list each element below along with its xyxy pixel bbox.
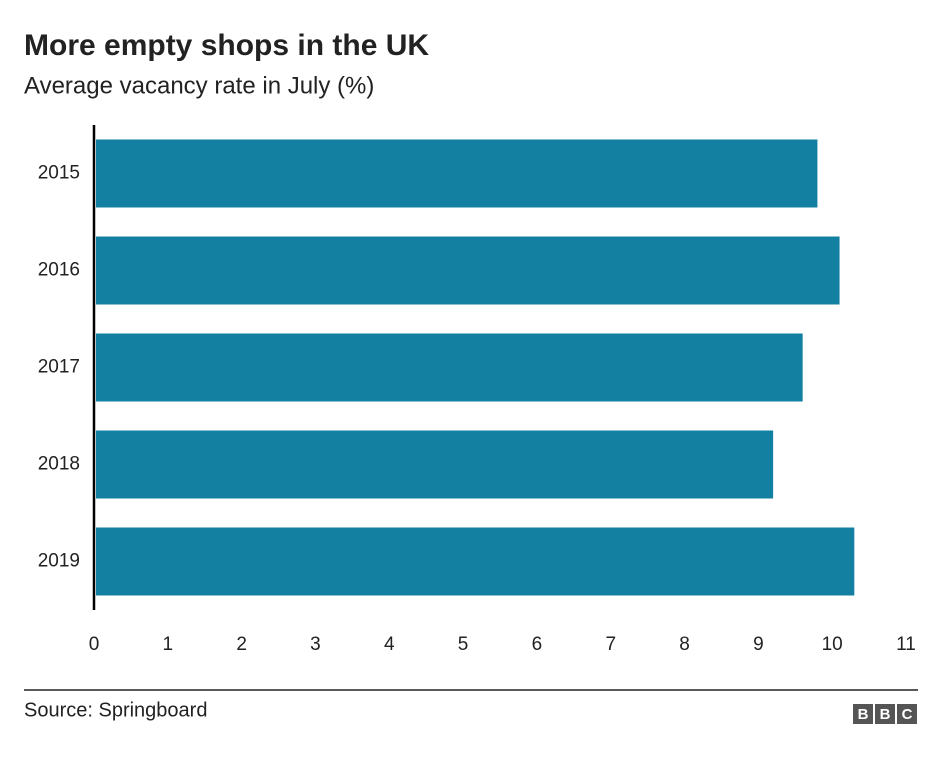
x-tick-label: 8 (679, 634, 690, 655)
bar (96, 236, 840, 305)
x-tick-label: 3 (310, 634, 321, 655)
y-tick-label: 2018 (38, 454, 80, 475)
bar (96, 139, 818, 208)
y-tick-label: 2017 (38, 357, 80, 378)
y-tick-label: 2015 (38, 163, 80, 184)
x-tick-label: 7 (605, 634, 616, 655)
logo-box (875, 704, 895, 724)
chart-title: More empty shops in the UK (24, 29, 429, 62)
x-tick-label: 6 (532, 634, 543, 655)
x-tick-label: 1 (163, 634, 174, 655)
x-tick-label: 2 (236, 634, 247, 655)
x-tick-label: 0 (89, 634, 100, 655)
chart-subtitle: Average vacancy rate in July (%) (24, 72, 374, 99)
x-tick-label: 10 (822, 634, 843, 655)
x-tick-label: 4 (384, 634, 395, 655)
logo-letter: B (880, 706, 891, 723)
logo-letter: C (902, 706, 913, 723)
x-tick-label: 5 (458, 634, 469, 655)
y-tick-label: 2019 (38, 551, 80, 572)
bar (96, 333, 803, 402)
source: Source: Springboard (24, 699, 207, 721)
bar (96, 430, 774, 499)
logo-box (853, 704, 873, 724)
bar (96, 527, 855, 596)
x-tick-label: 9 (753, 634, 764, 655)
x-tick-label: 11 (896, 634, 916, 655)
y-tick-label: 2016 (38, 260, 80, 281)
logo-letter: B (858, 706, 869, 723)
logo-box (897, 704, 917, 724)
